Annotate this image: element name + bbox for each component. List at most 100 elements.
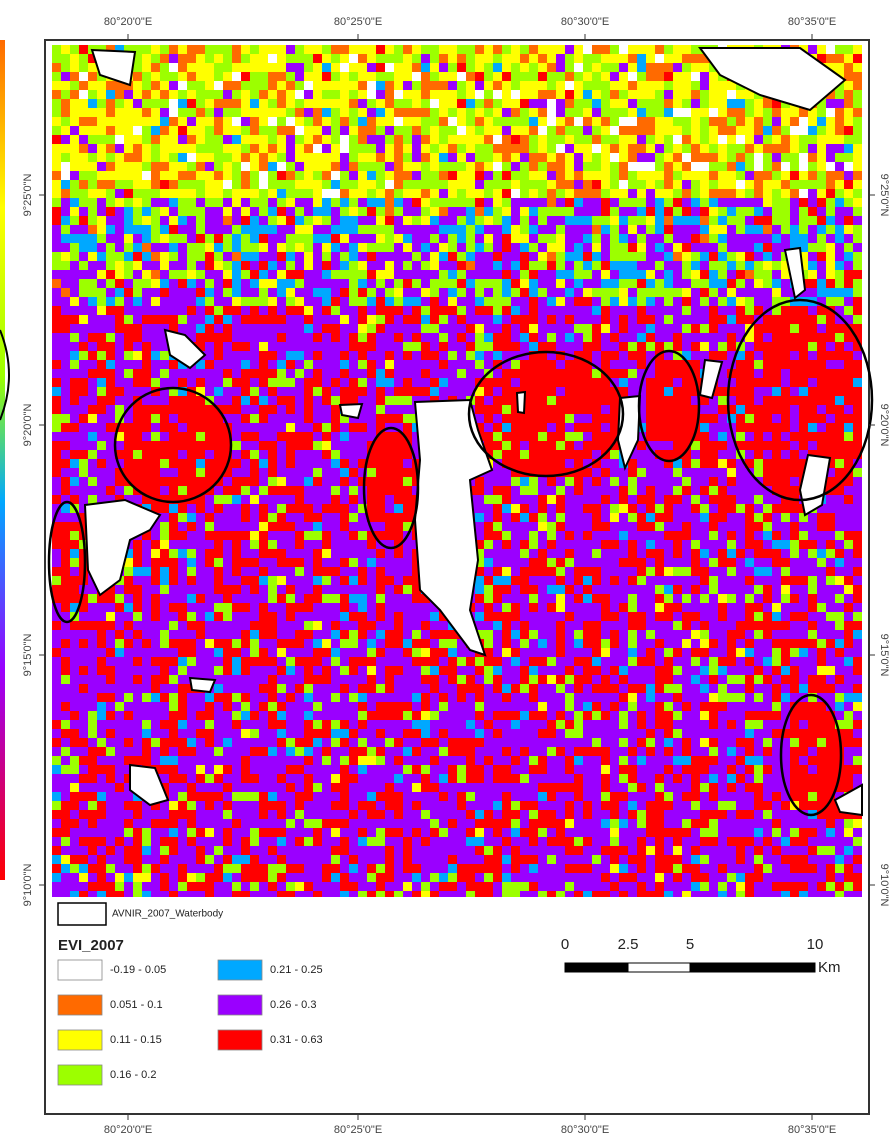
land-cover-pixel [79, 126, 88, 135]
land-cover-pixel [817, 171, 826, 180]
land-cover-pixel [484, 252, 493, 261]
land-cover-pixel [538, 531, 547, 540]
land-cover-pixel [367, 225, 376, 234]
land-cover-pixel [610, 216, 619, 225]
land-cover-pixel [133, 468, 142, 477]
land-cover-pixel [97, 315, 106, 324]
land-cover-pixel [826, 207, 835, 216]
land-cover-pixel [241, 225, 250, 234]
land-cover-pixel [430, 351, 439, 360]
land-cover-pixel [664, 441, 673, 450]
land-cover-pixel [475, 216, 484, 225]
land-cover-pixel [331, 297, 340, 306]
land-cover-pixel [565, 252, 574, 261]
land-cover-pixel [421, 126, 430, 135]
land-cover-pixel [178, 252, 187, 261]
land-cover-pixel [520, 207, 529, 216]
land-cover-pixel [349, 171, 358, 180]
land-cover-pixel [304, 243, 313, 252]
land-cover-pixel [196, 207, 205, 216]
land-cover-pixel [565, 144, 574, 153]
land-cover-pixel [367, 297, 376, 306]
land-cover-pixel [628, 63, 637, 72]
land-cover-pixel [385, 90, 394, 99]
land-cover-pixel [601, 468, 610, 477]
land-cover-pixel [547, 387, 556, 396]
land-cover-pixel [592, 414, 601, 423]
land-cover-pixel [151, 90, 160, 99]
land-cover-pixel [520, 171, 529, 180]
land-cover-pixel [223, 270, 232, 279]
land-cover-pixel [448, 189, 457, 198]
land-cover-pixel [466, 252, 475, 261]
land-cover-pixel [70, 45, 79, 54]
land-cover-pixel [673, 72, 682, 81]
land-cover-pixel [691, 531, 700, 540]
land-cover-pixel [664, 117, 673, 126]
land-cover-pixel [457, 225, 466, 234]
land-cover-pixel [313, 45, 322, 54]
land-cover-pixel [475, 135, 484, 144]
land-cover-pixel [736, 405, 745, 414]
land-cover-pixel [628, 99, 637, 108]
land-cover-pixel [547, 45, 556, 54]
land-cover-pixel [331, 414, 340, 423]
land-cover-pixel [556, 153, 565, 162]
land-cover-pixel [808, 432, 817, 441]
land-cover-pixel [601, 207, 610, 216]
land-cover-pixel [493, 63, 502, 72]
land-cover-pixel [547, 315, 556, 324]
land-cover-pixel [277, 99, 286, 108]
land-cover-pixel [340, 234, 349, 243]
land-cover-pixel [295, 279, 304, 288]
land-cover-pixel [313, 54, 322, 63]
land-cover-pixel [142, 108, 151, 117]
land-cover-pixel [205, 405, 214, 414]
land-cover-pixel [241, 108, 250, 117]
land-cover-pixel [250, 225, 259, 234]
land-cover-pixel [160, 351, 169, 360]
land-cover-pixel [799, 531, 808, 540]
land-cover-pixel [313, 243, 322, 252]
land-cover-pixel [475, 522, 484, 531]
land-cover-pixel [205, 450, 214, 459]
land-cover-pixel [313, 423, 322, 432]
land-cover-pixel [358, 423, 367, 432]
land-cover-pixel [844, 522, 853, 531]
land-cover-pixel [772, 315, 781, 324]
land-cover-pixel [826, 369, 835, 378]
land-cover-pixel [727, 522, 736, 531]
land-cover-pixel [673, 225, 682, 234]
land-cover-pixel [700, 441, 709, 450]
land-cover-pixel [178, 513, 187, 522]
land-cover-pixel [322, 135, 331, 144]
land-cover-pixel [241, 369, 250, 378]
land-cover-pixel [70, 288, 79, 297]
land-cover-pixel [583, 252, 592, 261]
land-cover-pixel [331, 171, 340, 180]
land-cover-pixel [556, 504, 565, 513]
land-cover-pixel [826, 216, 835, 225]
land-cover-pixel [448, 351, 457, 360]
land-cover-pixel [394, 459, 403, 468]
land-cover-pixel [97, 279, 106, 288]
land-cover-pixel [295, 522, 304, 531]
land-cover-pixel [367, 198, 376, 207]
land-cover-pixel [412, 198, 421, 207]
land-cover-pixel [817, 378, 826, 387]
land-cover-pixel [457, 72, 466, 81]
land-cover-pixel [232, 297, 241, 306]
land-cover-pixel [619, 486, 628, 495]
land-cover-pixel [772, 171, 781, 180]
land-cover-pixel [700, 279, 709, 288]
land-cover-pixel [736, 432, 745, 441]
land-cover-pixel [529, 261, 538, 270]
land-cover-pixel [142, 342, 151, 351]
land-cover-pixel [673, 153, 682, 162]
land-cover-pixel [646, 117, 655, 126]
land-cover-pixel [349, 189, 358, 198]
land-cover-pixel [241, 414, 250, 423]
land-cover-pixel [547, 117, 556, 126]
land-cover-pixel [538, 369, 547, 378]
land-cover-pixel [52, 531, 61, 540]
